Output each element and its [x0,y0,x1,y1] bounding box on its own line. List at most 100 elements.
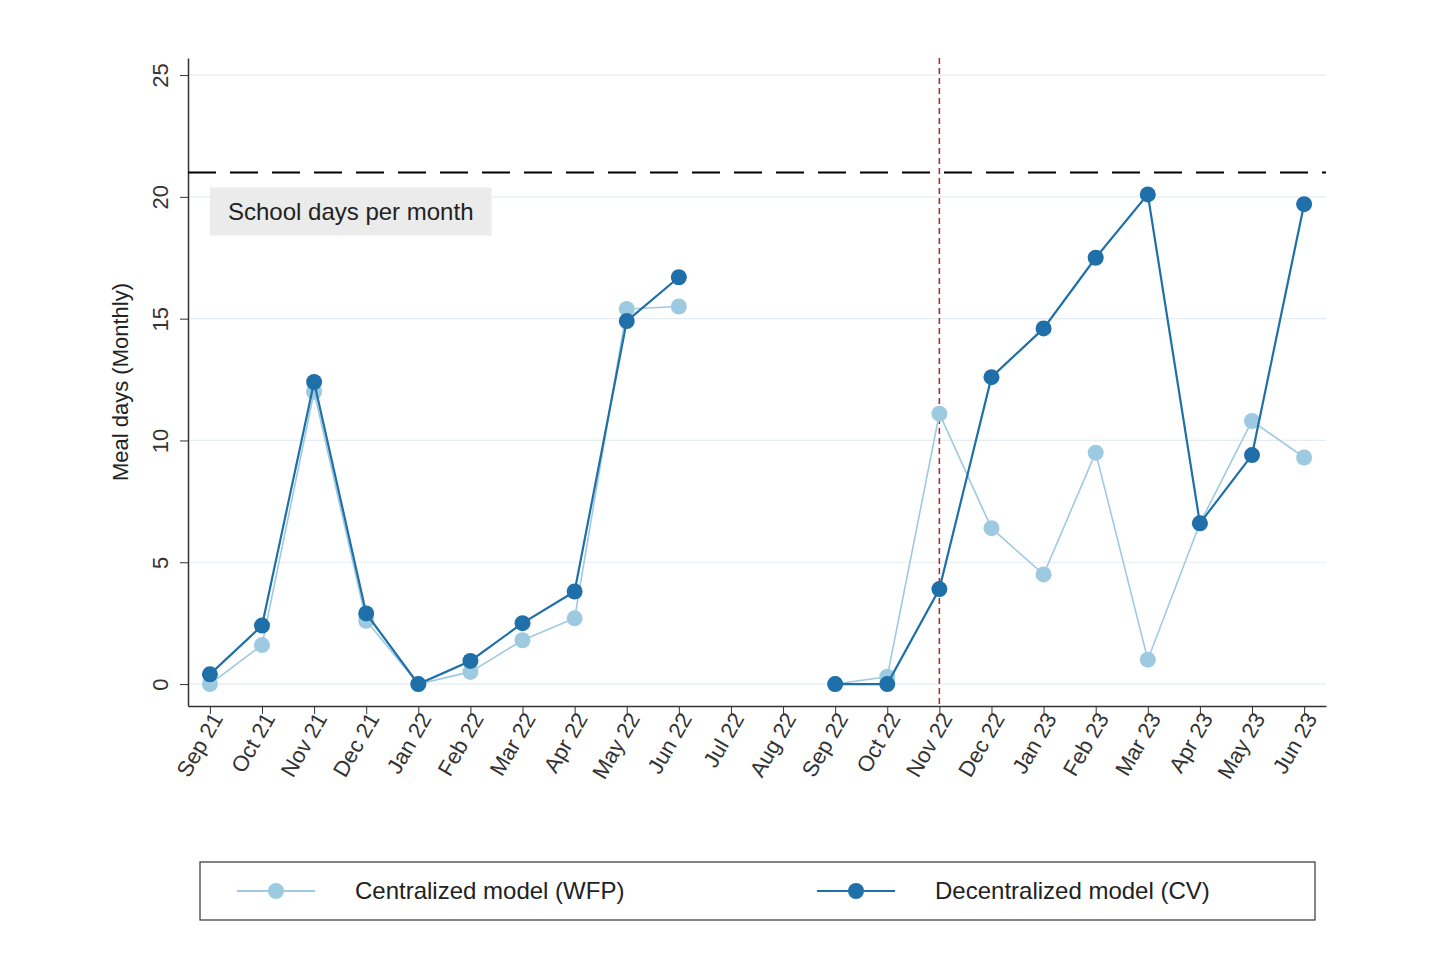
y-tick: 0 [148,678,188,690]
x-tick: Oct 22 [851,706,905,777]
legend-label: Decentralized model (CV) [935,877,1210,904]
reference-label: School days per month [210,187,491,235]
series-marker [1036,566,1052,582]
legend-marker [848,883,864,899]
x-tick-label: Jan 22 [382,708,437,778]
y-tick: 5 [148,557,188,569]
series-line [210,194,1304,684]
reference-label-box [210,187,491,235]
legend-item: Decentralized model (CV) [817,877,1210,904]
series-marker [306,374,322,390]
series-marker [254,618,270,634]
x-tick-label: Mar 22 [485,708,541,780]
x-axis: Sep 21Oct 21Nov 21Dec 21Jan 22Feb 22Mar … [172,706,1327,783]
series-marker [827,676,843,692]
legend-item: Centralized model (WFP) [237,877,624,904]
x-tick: Jan 23 [1007,706,1062,778]
x-tick: Dec 21 [328,706,385,781]
y-tick: 15 [148,307,188,331]
x-tick-label: Apr 23 [1164,708,1218,777]
series [202,298,1312,692]
series-marker [1192,515,1208,531]
x-tick-label: Jul 22 [698,708,749,771]
x-tick: Jan 22 [382,706,437,778]
y-tick: 10 [148,429,188,453]
series-marker [1088,250,1104,266]
x-tick: Nov 22 [901,706,958,781]
x-tick-label: Jun 23 [1268,708,1323,778]
series-marker [983,520,999,536]
series-marker [879,676,895,692]
series-marker [1036,320,1052,336]
series-marker [515,632,531,648]
x-tick: Sep 21 [172,706,229,781]
x-tick: Apr 22 [539,706,593,777]
x-tick: Apr 23 [1164,706,1218,777]
x-tick-label: Jun 22 [642,708,697,778]
x-tick-label: Oct 22 [851,708,905,777]
legend-label: Centralized model (WFP) [355,877,624,904]
y-axis: 0 5 10 15 20 25 [148,59,189,707]
series-marker [410,676,426,692]
series-marker [358,605,374,621]
grid-line [188,318,1326,319]
x-tick: Dec 22 [953,706,1010,781]
series-marker [1296,450,1312,466]
y-tick-mark [180,75,188,76]
series-marker [515,615,531,631]
x-tick: Mar 23 [1110,706,1166,780]
y-tick-label: 10 [148,429,173,453]
grid-line [188,683,1326,684]
series-marker [983,369,999,385]
chart-container: 0 5 10 15 20 25 Sep 21Oct 21Nov 21Dec 21Jan 22… [0,0,1452,968]
grid-line [188,562,1326,563]
series [202,186,1312,692]
series-line [210,306,1304,684]
x-tick-label: May 23 [1212,708,1270,783]
y-tick-mark [180,440,188,441]
x-tick: May 22 [587,706,645,783]
x-tick-label: Dec 21 [328,708,385,781]
y-tick: 20 [148,185,188,209]
y-axis-title: Meal days (Monthly) [108,283,133,481]
x-tick-label: Feb 22 [433,708,489,780]
x-tick-label: Sep 21 [172,708,229,781]
x-tick: Mar 22 [485,706,541,780]
reference-line [939,58,941,706]
y-tick-label: 15 [148,307,173,331]
series-marker [671,298,687,314]
y-tick-label: 25 [148,63,173,87]
background [0,0,1452,968]
x-tick: Nov 21 [276,706,333,781]
x-tick-label: Mar 23 [1110,708,1166,780]
x-tick-label: Oct 21 [226,708,280,777]
series-marker [1296,196,1312,212]
x-tick-label: Sep 22 [797,708,854,781]
chart-svg: 0 5 10 15 20 25 Sep 21Oct 21Nov 21Dec 21Jan 22… [0,0,1452,968]
series-marker [1088,445,1104,461]
series-marker [567,584,583,600]
series-marker [567,610,583,626]
x-tick-label: Nov 21 [276,708,333,781]
series-marker [410,676,426,692]
x-tick: Oct 21 [226,706,280,777]
y-tick-label: 20 [148,185,173,209]
x-tick-label: Apr 22 [539,708,593,777]
series-marker [462,653,478,669]
x-tick: Sep 22 [797,706,854,781]
x-tick-label: Jan 23 [1007,708,1062,778]
series-marker [1140,652,1156,668]
y-tick-label: 0 [148,678,173,690]
series-marker [202,666,218,682]
y-tick-mark [180,197,188,198]
x-tick: Jul 22 [698,706,749,772]
legend-marker [268,883,284,899]
series-marker [619,313,635,329]
x-axis-line [189,706,1327,708]
y-tick: 25 [148,63,188,87]
series-marker [931,581,947,597]
y-tick-mark [180,562,188,563]
grid-line [188,440,1326,441]
y-tick-mark [180,319,188,320]
x-tick-label: Dec 22 [953,708,1010,781]
